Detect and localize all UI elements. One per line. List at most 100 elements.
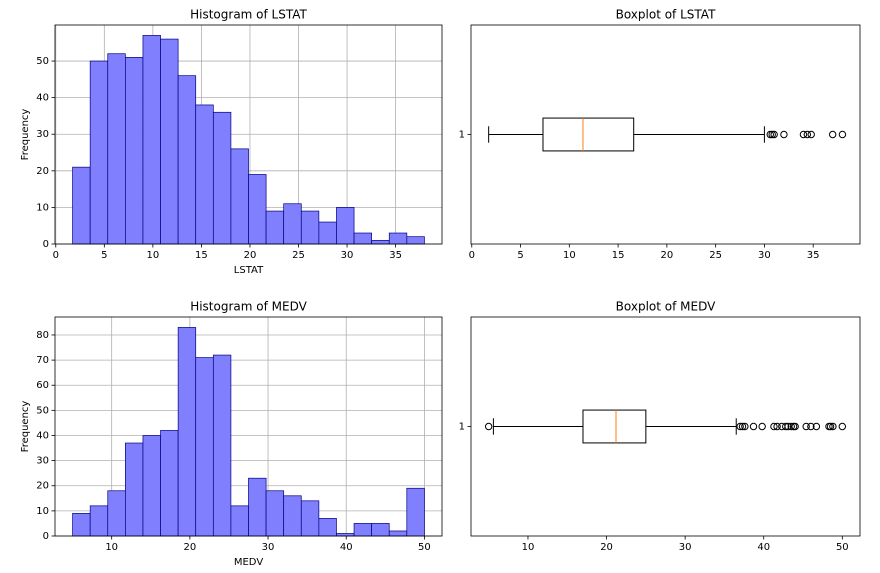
bar: [142, 35, 161, 245]
flier: [749, 422, 758, 431]
bar: [265, 490, 285, 537]
bar: [177, 327, 197, 537]
y-tick-label: 30: [36, 456, 49, 467]
flier: [770, 422, 778, 431]
x-tick-label: 50: [418, 542, 431, 553]
flier: [791, 422, 799, 431]
flier: [802, 422, 810, 431]
x-tick-label: 40: [340, 542, 353, 553]
flier: [812, 422, 821, 431]
y-tick-label: 0: [43, 239, 49, 250]
x-tick-label: 20: [244, 250, 257, 261]
x-tick-label: 25: [709, 250, 722, 261]
x-tick-label: 0: [469, 250, 475, 261]
bar: [107, 53, 126, 245]
x-tick-label: 5: [101, 250, 107, 261]
flier: [782, 422, 790, 431]
x-tick-label: 20: [600, 542, 613, 553]
x-tick-label: 35: [807, 250, 820, 261]
x-tick-label: 10: [146, 250, 159, 261]
flier: [828, 130, 837, 139]
bar: [230, 148, 249, 245]
flier: [766, 130, 774, 139]
subplot-title: Histogram of MEDV: [190, 300, 307, 314]
x-tick-label: 35: [389, 250, 402, 261]
bar: [195, 104, 214, 245]
flier: [829, 422, 837, 431]
y-tick-label: 60: [36, 380, 49, 391]
x-tick-label: 10: [105, 542, 118, 553]
flier: [838, 130, 847, 139]
y-tick-label: 80: [36, 330, 49, 341]
bar: [318, 221, 337, 245]
flier: [787, 422, 795, 431]
x-tick-label: 30: [262, 542, 275, 553]
flier: [758, 422, 766, 431]
y-tick-label: 50: [36, 405, 49, 416]
y-tick-label: 30: [36, 129, 49, 140]
bar: [248, 174, 267, 245]
bar: [230, 505, 249, 537]
x-tick-label: 15: [195, 250, 208, 261]
y-tick-label: 10: [36, 202, 49, 213]
subplot-title: Boxplot of LSTAT: [616, 8, 716, 22]
x-tick-label: 20: [183, 542, 196, 553]
bar: [125, 57, 144, 245]
bar: [160, 430, 179, 537]
y-tick-label: 20: [36, 166, 49, 177]
x-tick-label: 10: [563, 250, 576, 261]
y-tick-label: 70: [36, 355, 49, 366]
y-tick-label: 10: [36, 506, 49, 517]
bar: [107, 490, 126, 537]
box: [582, 409, 647, 444]
bar: [388, 530, 408, 537]
x-tick-label: 0: [53, 250, 59, 261]
flier: [484, 422, 493, 431]
flier: [780, 130, 788, 139]
x-tick-label: 15: [612, 250, 625, 261]
axes-frame: [54, 316, 443, 537]
bar: [89, 60, 109, 245]
subplot: Boxplot of MEDV 10 20 30 40 50 1: [459, 300, 861, 553]
x-tick-label: 50: [836, 542, 849, 553]
x-axis-label: LSTAT: [234, 265, 264, 276]
bar: [371, 239, 390, 245]
bar: [300, 210, 320, 245]
bar: [406, 236, 425, 245]
flier: [807, 130, 815, 139]
bar: [388, 232, 408, 245]
y-tick-label: 50: [36, 56, 49, 67]
bar: [195, 357, 214, 537]
flier: [770, 130, 778, 139]
flier: [736, 422, 744, 431]
bar: [72, 166, 91, 245]
y-axis-label: Frequency: [20, 109, 31, 161]
flier: [741, 422, 749, 431]
bar: [89, 505, 109, 537]
bar: [318, 518, 337, 537]
flier: [807, 422, 815, 431]
bar: [283, 495, 302, 537]
x-tick-label: 30: [341, 250, 354, 261]
y-axis-label: Frequency: [20, 401, 31, 453]
flier: [738, 422, 747, 431]
subplot: Histogram of MEDV MEDV Frequency 10 20 30 40 50…: [20, 300, 443, 568]
y-tick-label: 0: [43, 531, 49, 542]
bar: [177, 75, 197, 245]
flier: [838, 422, 847, 431]
bar: [353, 232, 372, 245]
bar: [72, 513, 91, 537]
x-tick-label: 40: [757, 542, 770, 553]
y-tick-label: 1: [459, 422, 465, 433]
x-tick-label: 30: [758, 250, 771, 261]
bar: [212, 111, 232, 245]
flier: [803, 130, 812, 139]
flier: [799, 130, 808, 139]
bar: [265, 210, 285, 245]
x-tick-label: 30: [679, 542, 692, 553]
subplot-title: Histogram of LSTAT: [190, 8, 307, 22]
subplot-title: Boxplot of MEDV: [616, 300, 716, 314]
flier: [784, 422, 792, 431]
bar: [406, 487, 425, 537]
